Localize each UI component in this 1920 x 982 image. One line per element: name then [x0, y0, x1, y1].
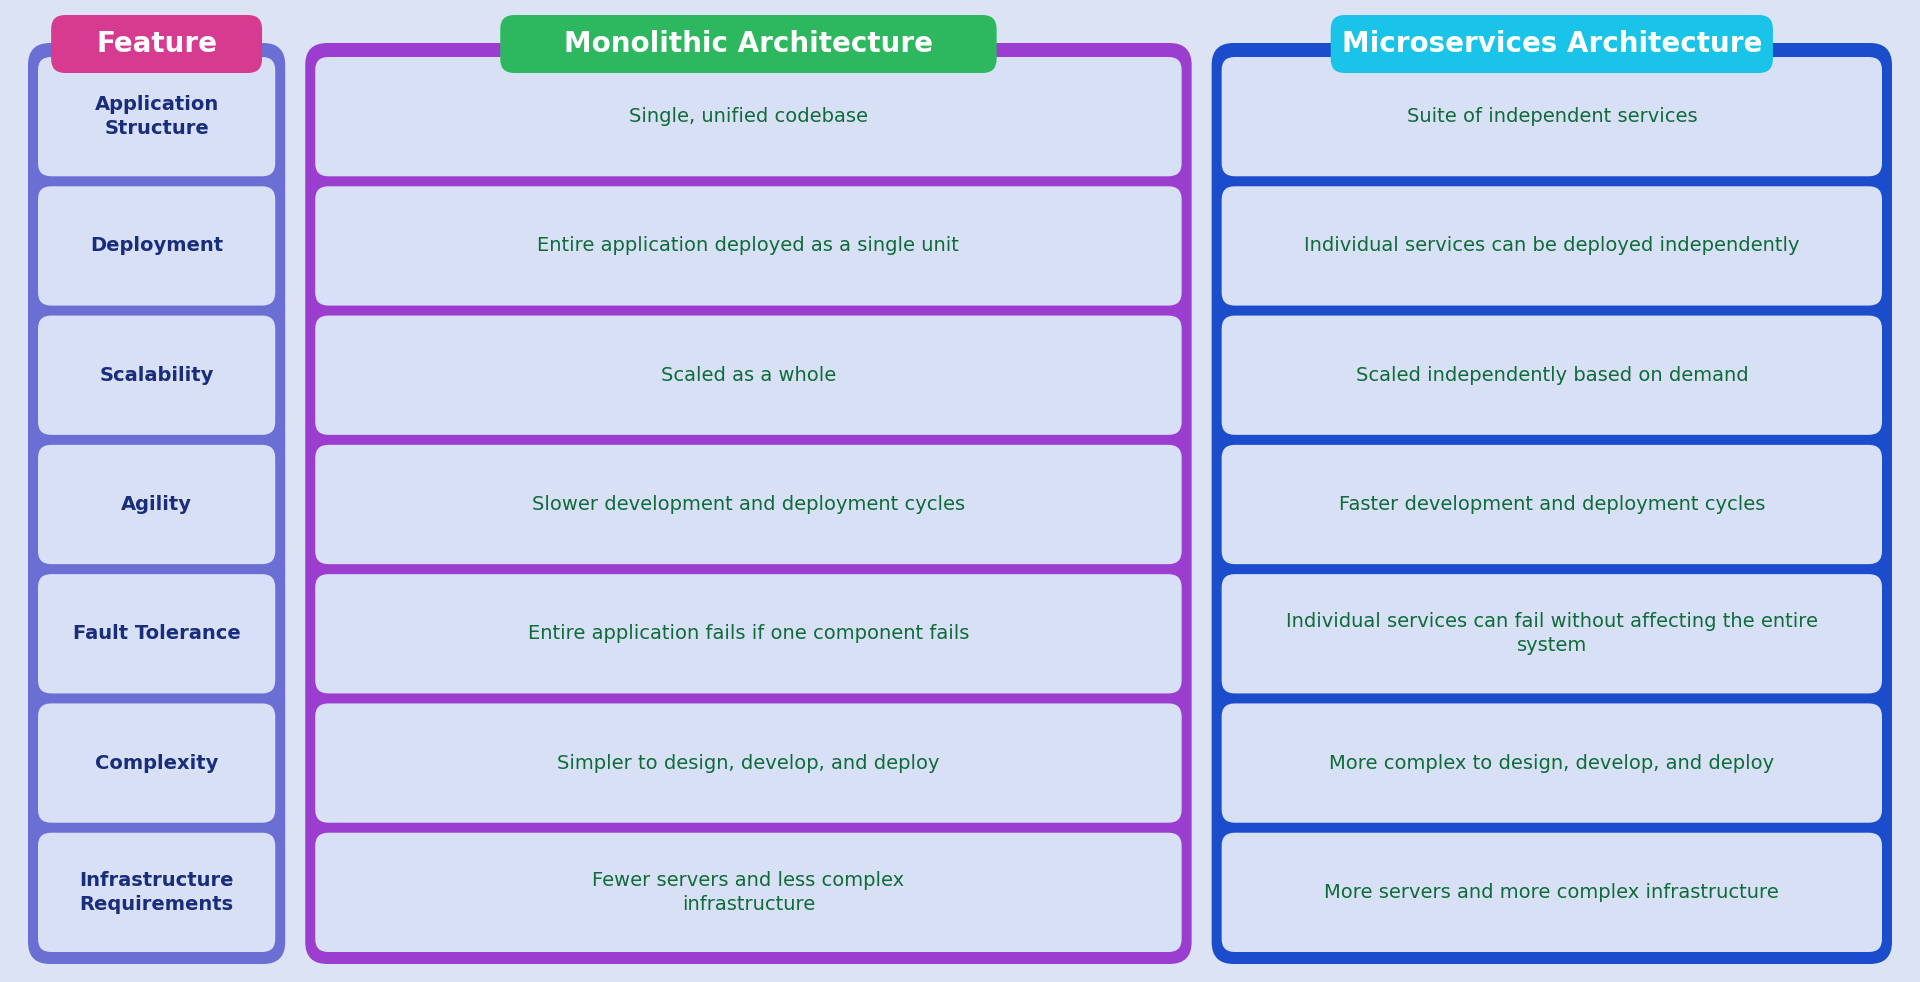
FancyBboxPatch shape: [38, 315, 275, 435]
Text: Complexity: Complexity: [94, 753, 219, 773]
Text: Deployment: Deployment: [90, 237, 223, 255]
FancyBboxPatch shape: [52, 15, 263, 73]
Text: Entire application fails if one component fails: Entire application fails if one componen…: [528, 625, 970, 643]
FancyBboxPatch shape: [38, 187, 275, 305]
FancyBboxPatch shape: [315, 574, 1181, 693]
FancyBboxPatch shape: [1221, 574, 1882, 693]
FancyBboxPatch shape: [315, 445, 1181, 564]
Text: More servers and more complex infrastructure: More servers and more complex infrastruc…: [1325, 883, 1780, 901]
Text: Suite of independent services: Suite of independent services: [1407, 107, 1697, 126]
FancyBboxPatch shape: [29, 43, 286, 964]
Text: Faster development and deployment cycles: Faster development and deployment cycles: [1338, 495, 1764, 514]
FancyBboxPatch shape: [38, 57, 275, 177]
FancyBboxPatch shape: [1221, 315, 1882, 435]
Text: Scalability: Scalability: [100, 365, 213, 385]
Text: More complex to design, develop, and deploy: More complex to design, develop, and dep…: [1329, 753, 1774, 773]
Text: Individual services can be deployed independently: Individual services can be deployed inde…: [1304, 237, 1799, 255]
Text: Agility: Agility: [121, 495, 192, 514]
Text: Feature: Feature: [96, 30, 217, 58]
Text: Slower development and deployment cycles: Slower development and deployment cycles: [532, 495, 966, 514]
FancyBboxPatch shape: [38, 833, 275, 952]
Text: Monolithic Architecture: Monolithic Architecture: [564, 30, 933, 58]
FancyBboxPatch shape: [1221, 187, 1882, 305]
FancyBboxPatch shape: [315, 833, 1181, 952]
FancyBboxPatch shape: [1221, 833, 1882, 952]
FancyBboxPatch shape: [315, 703, 1181, 823]
FancyBboxPatch shape: [315, 57, 1181, 177]
Text: Microservices Architecture: Microservices Architecture: [1342, 30, 1763, 58]
Text: Application
Structure: Application Structure: [94, 95, 219, 138]
FancyBboxPatch shape: [305, 43, 1192, 964]
Text: Fewer servers and less complex
infrastructure: Fewer servers and less complex infrastru…: [593, 871, 904, 914]
Text: Individual services can fail without affecting the entire
system: Individual services can fail without aff…: [1286, 612, 1818, 655]
FancyBboxPatch shape: [38, 445, 275, 564]
FancyBboxPatch shape: [1331, 15, 1772, 73]
FancyBboxPatch shape: [1221, 445, 1882, 564]
FancyBboxPatch shape: [501, 15, 996, 73]
FancyBboxPatch shape: [315, 187, 1181, 305]
Text: Infrastructure
Requirements: Infrastructure Requirements: [79, 871, 234, 914]
FancyBboxPatch shape: [38, 703, 275, 823]
Text: Entire application deployed as a single unit: Entire application deployed as a single …: [538, 237, 960, 255]
Text: Scaled as a whole: Scaled as a whole: [660, 365, 835, 385]
FancyBboxPatch shape: [38, 574, 275, 693]
Text: Fault Tolerance: Fault Tolerance: [73, 625, 240, 643]
FancyBboxPatch shape: [315, 315, 1181, 435]
Text: Simpler to design, develop, and deploy: Simpler to design, develop, and deploy: [557, 753, 939, 773]
Text: Scaled independently based on demand: Scaled independently based on demand: [1356, 365, 1747, 385]
FancyBboxPatch shape: [1221, 703, 1882, 823]
Text: Single, unified codebase: Single, unified codebase: [630, 107, 868, 126]
FancyBboxPatch shape: [1221, 57, 1882, 177]
FancyBboxPatch shape: [1212, 43, 1891, 964]
